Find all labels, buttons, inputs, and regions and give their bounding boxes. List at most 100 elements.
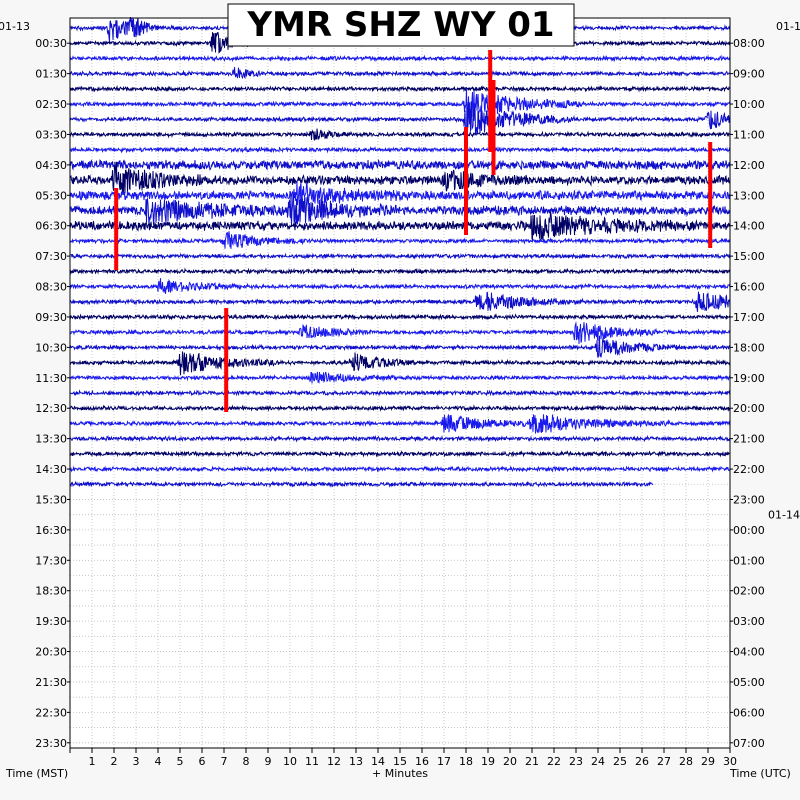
right-time-label: 10:00 (733, 98, 765, 111)
right-time-label: 07:00 (733, 737, 765, 750)
x-tick-label: 12 (327, 755, 341, 768)
clipped-events (114, 50, 713, 412)
left-time-label: 14:30 (35, 463, 67, 476)
trace-row (69, 389, 730, 397)
left-time-label: 20:30 (35, 646, 67, 659)
plot-area (70, 18, 730, 748)
trace-row (69, 371, 731, 385)
right-time-label: 12:00 (733, 159, 765, 172)
left-time-label: 16:30 (35, 524, 67, 537)
right-time-label: 08:00 (733, 37, 765, 50)
left-time-label: 08:30 (35, 281, 67, 294)
right-time-label: 02:00 (733, 585, 765, 598)
x-tick-label: 18 (459, 755, 473, 768)
x-tick-label: 14 (371, 755, 385, 768)
left-time-label: 03:30 (35, 128, 67, 141)
left-time-label: 17:30 (35, 554, 67, 567)
left-time-label: 18:30 (35, 585, 67, 598)
left-time-label: 12:30 (35, 402, 67, 415)
clipped-bar (224, 308, 229, 412)
left-time-label: 19:30 (35, 615, 67, 628)
left-time-label: 15:30 (35, 493, 67, 506)
left-time-label: 09:30 (35, 311, 67, 324)
trace-row (69, 450, 730, 458)
left-time-label: 13:30 (35, 433, 67, 446)
x-tick-label: 5 (177, 755, 184, 768)
left-time-label: 07:30 (35, 250, 67, 263)
left-axis-labels: 00:30 01:30 02:30 03:30 04:30 05:30 06:30 07:30… (35, 37, 70, 750)
right-time-label: 01:00 (733, 554, 765, 567)
trace-row (69, 101, 731, 139)
trace-row (69, 465, 731, 473)
trace-row (69, 211, 731, 242)
right-time-label: 16:00 (733, 281, 765, 294)
x-tick-label: 16 (415, 755, 429, 768)
trace-row (69, 322, 731, 345)
trace-row (69, 88, 731, 118)
trace-row (69, 193, 731, 227)
trace-row (69, 67, 731, 80)
right-time-label: 00:00 (733, 524, 765, 537)
trace-row (69, 335, 731, 358)
x-tick-label: 2 (111, 755, 118, 768)
right-date-label: 01-14 (768, 509, 800, 522)
trace-row (70, 84, 731, 93)
x-tick-label: 20 (503, 755, 517, 768)
clipped-bar (464, 127, 468, 235)
right-time-label: 03:00 (733, 615, 765, 628)
x-tick-label: 17 (437, 755, 451, 768)
x-tick-label: 21 (525, 755, 539, 768)
x-tick-label: 28 (679, 755, 693, 768)
right-axis-labels: 08:00 09:00 10:00 11:00 12:00 13:00 14:00 15:00… (730, 37, 765, 750)
right-time-label: 20:00 (733, 402, 765, 415)
x-tick-label: 8 (243, 755, 250, 768)
right-time-label: 19:00 (733, 372, 765, 385)
x-tick-label: 23 (569, 755, 583, 768)
trace-row (69, 404, 730, 412)
x-axis-ticks: 1 2 3 4 5 6 7 8 9 10 11 12 13 14 15 16 17 18 19 20 21 22 23 24 2… (69, 748, 737, 768)
clipped-bar (491, 80, 496, 175)
right-time-label: 04:00 (733, 646, 765, 659)
x-tick-label: 3 (133, 755, 140, 768)
x-tick-label: 4 (155, 755, 162, 768)
right-time-label: 06:00 (733, 706, 765, 719)
x-tick-label: 26 (635, 755, 649, 768)
right-time-label: 22:00 (733, 463, 765, 476)
x-tick-label: 1 (89, 755, 96, 768)
right-time-label: 17:00 (733, 311, 765, 324)
title-box (227, 3, 575, 47)
trace-row (69, 128, 731, 141)
left-date-label: 01-13 (0, 20, 30, 33)
right-time-label: 09:00 (733, 68, 765, 81)
right-time-label: 14:00 (733, 220, 765, 233)
right-time-label: 15:00 (733, 250, 765, 263)
left-time-label: 04:30 (35, 159, 67, 172)
trace-row (69, 291, 731, 312)
clipped-bar (708, 142, 713, 248)
trace-row (69, 351, 731, 376)
x-tick-label: 30 (723, 755, 737, 768)
left-time-label: 22:30 (35, 706, 67, 719)
right-time-label: 21:00 (733, 433, 765, 446)
left-time-label: 05:30 (35, 189, 67, 202)
x-tick-label: 11 (305, 755, 319, 768)
right-date-label: 01-13 (776, 20, 800, 33)
left-time-label: 06:30 (35, 220, 67, 233)
trace-row (69, 312, 731, 321)
left-time-label: 23:30 (35, 737, 67, 750)
x-axis-label: + Minutes (372, 767, 428, 780)
x-tick-label: 7 (221, 755, 228, 768)
left-time-label: 01:30 (35, 68, 67, 81)
trace-row (69, 161, 731, 195)
x-tick-label: 29 (701, 755, 715, 768)
right-time-label: 05:00 (733, 676, 765, 689)
trace-row (69, 146, 731, 154)
left-time-label: 21:30 (35, 676, 67, 689)
left-time-label: 11:30 (35, 372, 67, 385)
right-time-label: 23:00 (733, 493, 765, 506)
left-time-label: 00:30 (35, 37, 67, 50)
x-tick-label: 19 (481, 755, 495, 768)
x-tick-label: 6 (199, 755, 206, 768)
trace-row (69, 252, 731, 260)
